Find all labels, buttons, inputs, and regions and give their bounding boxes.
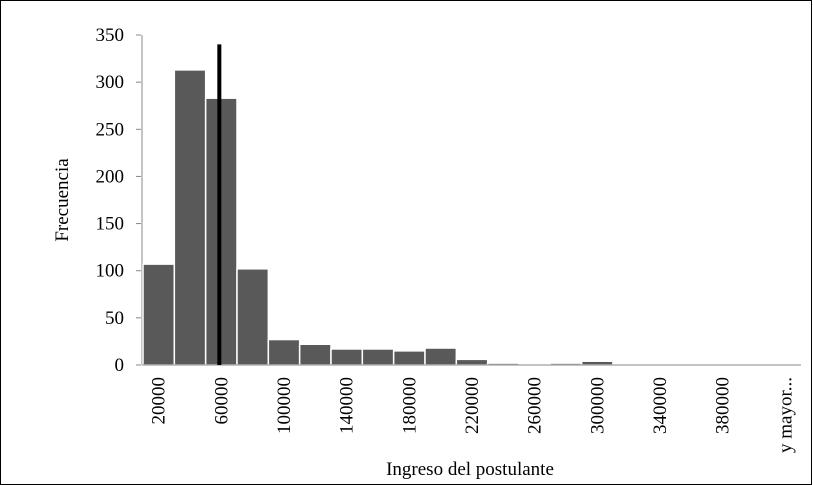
y-axis-title: Frecuencia: [52, 158, 73, 242]
bar: [392, 350, 426, 366]
y-tick-label: 250: [96, 119, 125, 140]
x-tick-label: 180000: [399, 377, 420, 434]
x-axis-title: Ingreso del postulante: [386, 459, 554, 480]
x-tick-label: 60000: [211, 377, 232, 425]
y-tick-label: 150: [96, 214, 125, 235]
y-tick-label: 0: [115, 355, 125, 376]
x-tick-label: y mayor...: [775, 377, 796, 453]
bar: [236, 268, 270, 366]
x-tick-label: 340000: [650, 377, 671, 434]
y-tick-label: 50: [105, 308, 124, 329]
bar: [580, 360, 614, 366]
bar: [142, 263, 176, 366]
bar: [330, 348, 364, 366]
x-tick-label: 20000: [149, 377, 170, 425]
x-tick-label: 140000: [337, 377, 358, 434]
y-tick-label: 350: [96, 25, 125, 46]
bar: [204, 97, 238, 366]
bar: [267, 338, 301, 366]
y-tick-label: 100: [96, 261, 125, 282]
bar: [361, 348, 395, 366]
x-tick-label: 100000: [274, 377, 295, 434]
bar: [455, 358, 489, 366]
y-tick-label: 200: [96, 166, 125, 187]
y-tick-label: 300: [96, 72, 125, 93]
x-tick-label: 300000: [587, 377, 608, 434]
bar: [173, 69, 207, 366]
x-tick-label: 220000: [462, 377, 483, 434]
x-tick-label: 260000: [525, 377, 546, 434]
x-tick-label: 380000: [713, 377, 734, 434]
bar: [424, 347, 458, 366]
bar: [298, 343, 332, 366]
